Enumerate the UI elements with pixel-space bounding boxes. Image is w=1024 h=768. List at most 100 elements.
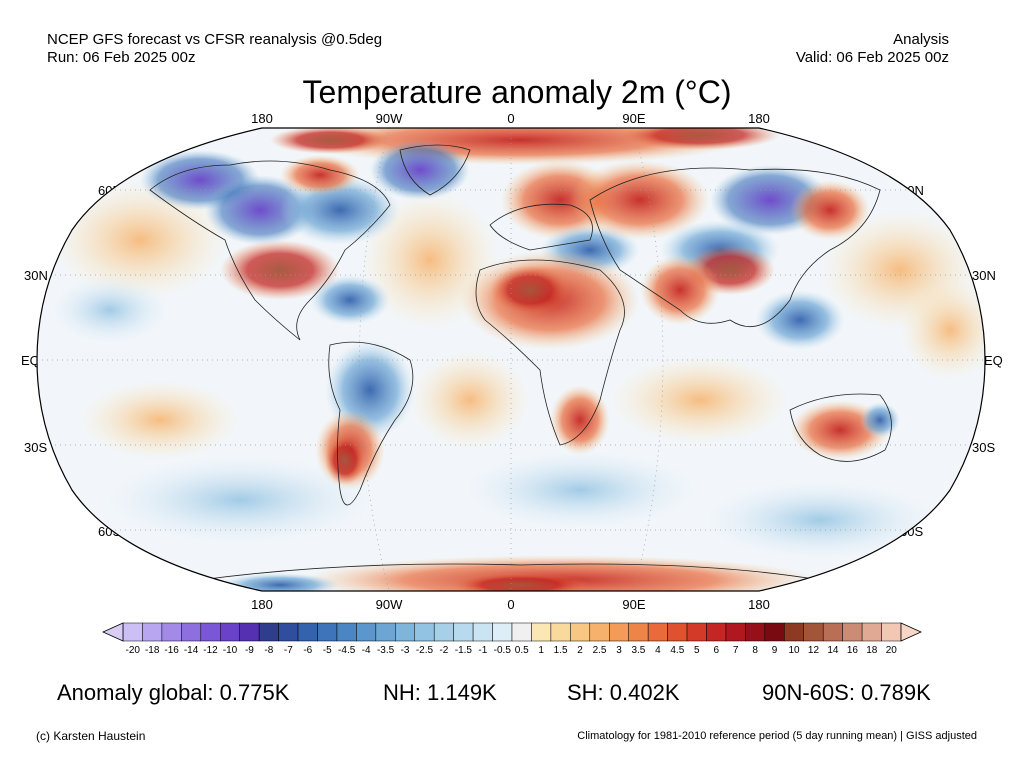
colorbar-label: 12	[807, 645, 820, 656]
colorbar-cell	[375, 622, 396, 642]
colorbar-cell	[706, 622, 727, 642]
antarctica-brown	[450, 573, 590, 591]
colorbar-label: -5	[322, 645, 332, 656]
nh-anomaly: NH: 1.149K	[383, 680, 497, 705]
colorbar-label: -20	[125, 645, 140, 656]
colorbar-cell	[161, 622, 182, 642]
anomaly-blob	[50, 180, 230, 300]
lat-label-left-30n: 30N	[24, 268, 48, 283]
arctic-brown	[620, 128, 780, 150]
south-africa-warm	[550, 385, 610, 455]
colorbar-cell	[550, 622, 571, 642]
anomaly-blob	[100, 455, 380, 545]
globe-outline	[36, 127, 986, 592]
colorbar-label: 9	[771, 645, 778, 656]
credit: (c) Karsten Haustein	[36, 729, 146, 743]
colorbar-labels: -20 -18 -16 -14 -12 -10 -9 -8 -7 -6 -5 -4.5 -4 -3.5 -3…	[0, 645, 1024, 659]
anomaly-blob	[700, 480, 940, 560]
colorbar-label: -2.5	[415, 645, 434, 656]
colorbar-left-arrow	[102, 622, 124, 642]
lat-label-left-30s: 30S	[24, 440, 48, 455]
colorbar-label: -1	[478, 645, 488, 656]
colorbar-label: 10	[788, 645, 800, 656]
colorbar-cell	[881, 622, 902, 642]
colorbar-label: 3.5	[631, 645, 646, 656]
map-title: Temperature anomaly 2m (°C)	[302, 74, 732, 110]
lat-label-right-30n: 30N	[972, 268, 996, 283]
anomaly-blob	[410, 350, 530, 450]
colorbar-cell	[784, 622, 804, 642]
colorbar-cell	[433, 622, 454, 642]
colorbar-label: 2	[577, 645, 583, 656]
colorbar-cell	[414, 622, 435, 642]
antarctica-cold	[220, 573, 340, 591]
colorbar-cell	[803, 622, 824, 642]
coastlines	[149, 144, 892, 581]
greenland-cold	[370, 140, 470, 200]
lon-label-top-90w: 90W	[375, 111, 403, 126]
colorbar-label: -0.5	[493, 645, 511, 656]
colorbar-label: 4.5	[670, 645, 685, 656]
argentina-brown	[325, 435, 365, 485]
colorbar-cell	[297, 622, 318, 642]
colorbar-cell	[647, 622, 668, 642]
colorbar-cell	[356, 622, 377, 642]
colorbar	[102, 622, 922, 642]
colorbar-label: 3	[616, 645, 622, 656]
australia-east-cold	[860, 402, 900, 438]
sh-anomaly: SH: 0.402K	[567, 680, 680, 705]
global-anomaly: Anomaly global: 0.775K	[57, 680, 290, 705]
colorbar-cell	[317, 622, 338, 642]
valid-time: Valid: 06 Feb 2025 00z	[795, 49, 949, 66]
colorbar-label: 4	[655, 645, 661, 656]
colorbar-cell	[667, 622, 688, 642]
arctic-brown	[270, 128, 390, 154]
colorbar-label: -9	[244, 645, 254, 656]
colorbar-label: 14	[827, 645, 839, 656]
colorbar-cell	[122, 622, 143, 642]
colorbar-cell	[453, 622, 474, 642]
colorbar-label: -7	[283, 645, 293, 656]
canada-cold	[205, 175, 315, 245]
sahara-brown	[490, 265, 570, 315]
far-east-warm	[790, 180, 870, 240]
climatology-note: Climatology for 1981-2010 reference peri…	[577, 730, 977, 742]
lon-label-bottom-180w: 180	[251, 597, 273, 612]
colorbar-cells	[122, 622, 902, 642]
colorbar-cell	[142, 622, 163, 642]
colorbar-label: -16	[164, 645, 179, 656]
colorbar-cell	[395, 622, 415, 642]
anomaly-blob	[900, 280, 985, 380]
colorbar-cell	[628, 622, 649, 642]
colorbar-cell	[220, 622, 240, 642]
colorbar-cell	[686, 622, 707, 642]
colorbar-label: 8	[752, 645, 758, 656]
colorbar-label: 18	[866, 645, 878, 656]
lat-label-right-eq: EQ	[984, 353, 1003, 368]
anomaly-blob	[80, 380, 240, 460]
colorbar-label: -14	[183, 645, 199, 656]
colorbar-cell	[861, 622, 882, 642]
lon-label-bottom-0: 0	[507, 597, 515, 612]
lat-label-left-eq: EQ	[21, 353, 40, 368]
lon-label-bottom-90w: 90W	[375, 597, 403, 612]
se-asia-cold	[755, 290, 845, 350]
colorbar-label: 1.5	[553, 645, 568, 656]
us-warm	[220, 240, 340, 300]
colorbar-cell	[842, 622, 863, 642]
colorbar-right-arrow	[900, 622, 922, 642]
colorbar-label: -2	[439, 645, 449, 656]
colorbar-label: 1	[538, 645, 544, 656]
lon-label-bottom-90e: 90E	[622, 597, 646, 612]
colorbar-cell	[336, 622, 357, 642]
colorbar-label: 2.5	[592, 645, 607, 656]
model-description: NCEP GFS forecast vs CFSR reanalysis @0.…	[47, 31, 383, 48]
colorbar-cell	[531, 622, 552, 642]
russia-warm	[570, 160, 710, 240]
colorbar-label: -12	[203, 645, 218, 656]
colorbar-cell	[589, 622, 610, 642]
colorbar-label: -18	[144, 645, 160, 656]
colorbar-cell	[609, 622, 629, 642]
colorbar-label: -4	[361, 645, 371, 656]
